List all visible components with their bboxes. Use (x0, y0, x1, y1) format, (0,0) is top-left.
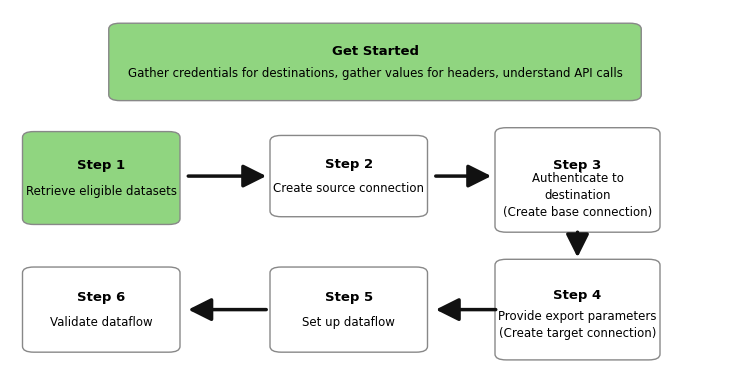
Text: Gather credentials for destinations, gather values for headers, understand API c: Gather credentials for destinations, gat… (128, 67, 622, 80)
FancyBboxPatch shape (22, 267, 180, 352)
Text: Set up dataflow: Set up dataflow (302, 316, 395, 329)
Text: Step 2: Step 2 (325, 158, 373, 171)
Text: Retrieve eligible datasets: Retrieve eligible datasets (26, 185, 177, 199)
Text: Validate dataflow: Validate dataflow (50, 316, 152, 329)
Text: Provide export parameters
(Create target connection): Provide export parameters (Create target… (498, 310, 657, 340)
FancyBboxPatch shape (270, 135, 428, 217)
Text: Step 4: Step 4 (554, 289, 602, 302)
Text: Step 1: Step 1 (77, 159, 125, 171)
FancyBboxPatch shape (22, 132, 180, 224)
Text: Get Started: Get Started (332, 45, 419, 58)
Text: Authenticate to
destination
(Create base connection): Authenticate to destination (Create base… (503, 172, 652, 219)
Text: Step 6: Step 6 (77, 291, 125, 304)
Text: Create source connection: Create source connection (273, 182, 424, 195)
Text: Step 3: Step 3 (554, 159, 602, 172)
FancyBboxPatch shape (109, 23, 641, 101)
FancyBboxPatch shape (495, 259, 660, 360)
FancyBboxPatch shape (495, 128, 660, 232)
Text: Step 5: Step 5 (325, 291, 373, 304)
FancyBboxPatch shape (270, 267, 428, 352)
